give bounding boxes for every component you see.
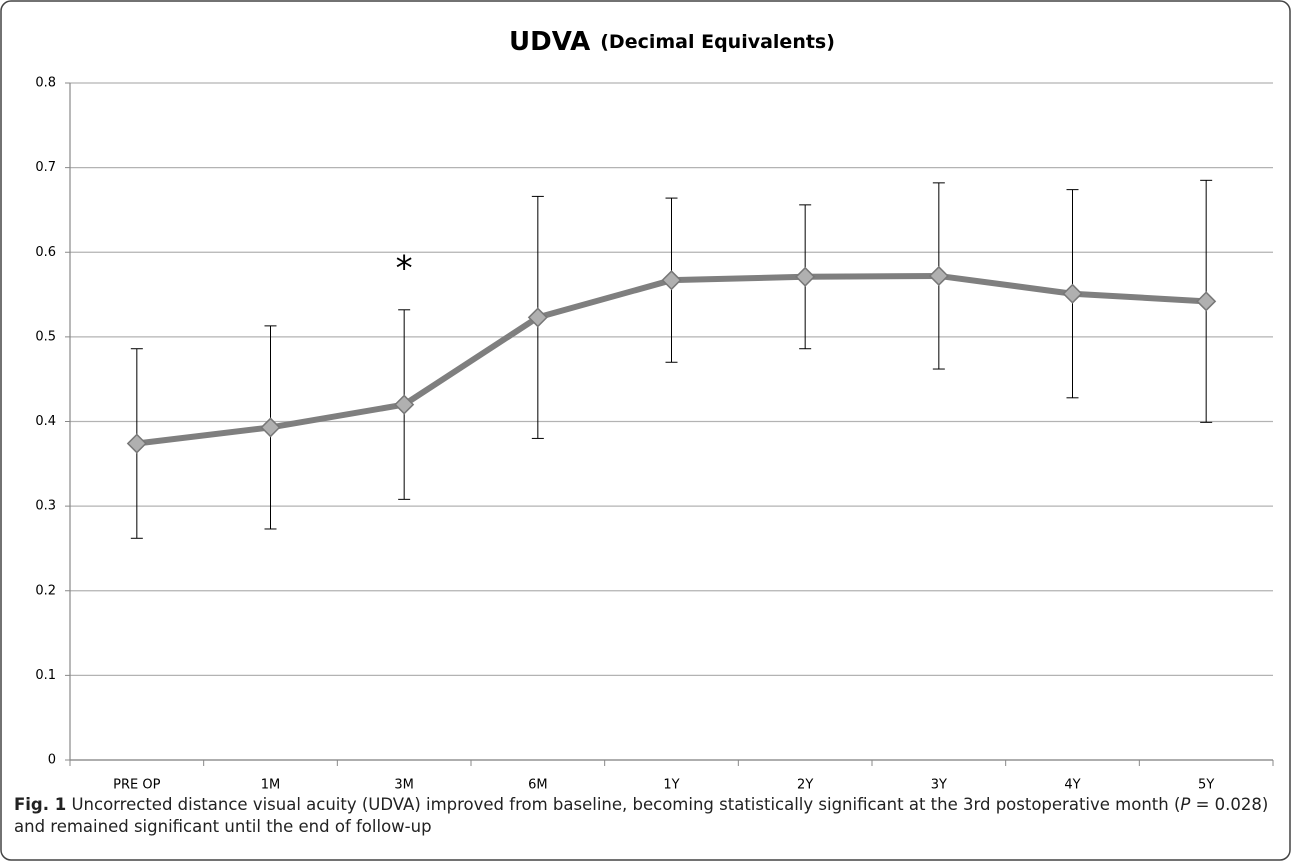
marker: [1196, 291, 1217, 312]
y-tick-label: 0.7: [35, 160, 56, 175]
x-tick-label: 6M: [528, 778, 548, 793]
caption: Fig. 1 Uncorrected distance visual acuit…: [14, 794, 1276, 838]
x-tick-label: PRE OP: [113, 778, 160, 793]
caption-p: P: [1180, 795, 1191, 814]
marker: [394, 394, 415, 415]
x-tick-label: 2Y: [797, 778, 813, 793]
y-tick-label: 0.1: [35, 668, 56, 683]
chart-subtitle: (Decimal Equivalents): [600, 31, 835, 53]
y-tick-label: 0.8: [35, 76, 56, 91]
marker: [928, 265, 949, 287]
chart-title: UDVA: [509, 27, 590, 57]
marker: [1062, 283, 1083, 304]
marker: [661, 270, 682, 291]
x-tick-label: 3M: [394, 778, 414, 793]
caption-text: = 0.028) and remained significant until …: [14, 795, 1269, 836]
y-tick-label: 0.6: [35, 245, 56, 260]
y-tick-label: 0: [48, 753, 56, 768]
x-tick-label: 3Y: [931, 778, 947, 793]
y-tick-label: 0.2: [35, 583, 56, 598]
x-tick-label: 4Y: [1064, 778, 1080, 793]
caption-label: Fig. 1: [14, 795, 67, 814]
chart-title-group: UDVA (Decimal Equivalents): [509, 27, 835, 57]
marker: [527, 307, 548, 328]
y-tick-label: 0.4: [35, 414, 56, 429]
x-tick-label: 1M: [261, 778, 281, 793]
y-tick-label: 0.5: [35, 329, 56, 344]
x-tick-label: 1Y: [663, 778, 679, 793]
marker: [260, 417, 281, 438]
marker: [795, 266, 816, 287]
y-tick-label: 0.3: [35, 499, 56, 514]
marker: [126, 433, 147, 454]
x-tick-label: 5Y: [1198, 778, 1214, 793]
caption-text: Uncorrected distance visual acuity (UDVA…: [66, 795, 1181, 814]
annotation: *: [396, 248, 413, 288]
